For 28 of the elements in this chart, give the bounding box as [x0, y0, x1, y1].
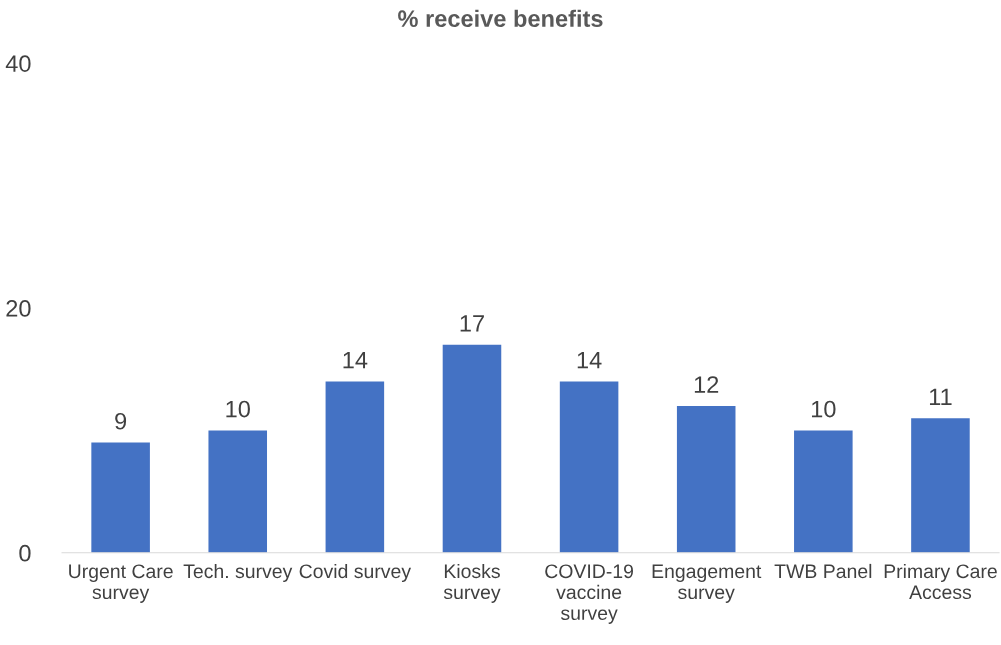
- bar: [794, 430, 853, 553]
- data-label: 14: [343, 351, 368, 369]
- x-tick-label: COVID-19 vaccine survey: [545, 564, 634, 624]
- x-tick-label: Urgent Care survey: [69, 564, 173, 603]
- y-tick-label: 0: [19, 544, 31, 562]
- data-label: 10: [226, 400, 250, 418]
- bar: [208, 430, 268, 553]
- x-tick-label: Engagement survey: [652, 564, 762, 603]
- y-tick-label: 40: [5, 55, 31, 72]
- data-label: 10: [811, 400, 836, 418]
- data-label: 11: [929, 388, 952, 405]
- y-tick-label: 20: [6, 300, 31, 317]
- bar: [911, 418, 970, 553]
- data-label: 9: [115, 412, 127, 430]
- data-label: 12: [694, 376, 719, 393]
- data-label: 14: [577, 351, 602, 369]
- bar: [325, 381, 385, 553]
- chart-title: % receive benefits: [398, 9, 603, 28]
- x-tick-label: Primary Care Access: [884, 563, 997, 600]
- x-tick-label: TWB Panel: [774, 563, 872, 579]
- x-tick-label: Covid survey: [299, 563, 412, 582]
- x-tick-label: Tech. survey: [183, 563, 293, 582]
- bar: [676, 405, 736, 553]
- bar: [91, 442, 150, 553]
- data-label: 17: [460, 315, 484, 332]
- bar: [442, 344, 502, 553]
- bar: [559, 381, 619, 553]
- x-tick-label: Kiosks survey: [443, 563, 501, 603]
